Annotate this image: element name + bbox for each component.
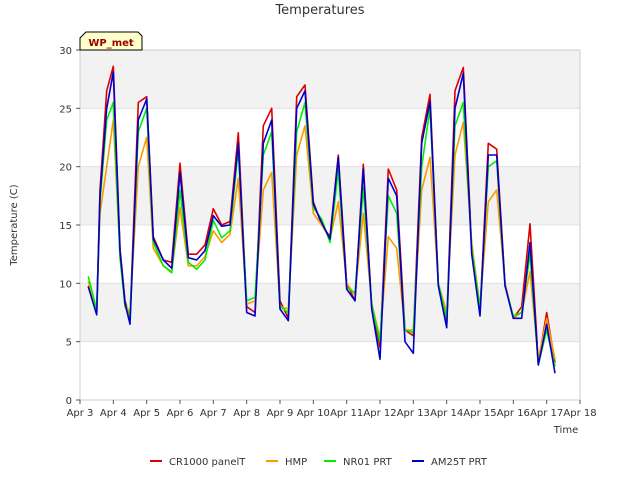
x-tick-label: Apr 4 bbox=[100, 408, 127, 419]
band-2 bbox=[80, 283, 580, 342]
x-axis-label: Time bbox=[553, 425, 578, 436]
x-tick-label: Apr 6 bbox=[167, 408, 194, 419]
x-tick-label: Apr 5 bbox=[133, 408, 160, 419]
y-axis-label: Temperature (C) bbox=[9, 184, 20, 266]
series-line-am25t-prt bbox=[87, 71, 556, 374]
y-tick-label: 15 bbox=[59, 221, 72, 232]
series-lines bbox=[87, 65, 556, 374]
x-tick-label: Apr 14 bbox=[430, 408, 463, 419]
band-1 bbox=[80, 166, 580, 225]
site-label-tag bbox=[79, 31, 143, 51]
band-0 bbox=[80, 50, 580, 109]
y-tick-label: 20 bbox=[59, 163, 72, 174]
x-tick-label: Apr 7 bbox=[200, 408, 227, 419]
site-label: WP_met bbox=[88, 38, 134, 49]
y-tick-label: 25 bbox=[59, 104, 72, 115]
x-tick-label: Apr 18 bbox=[563, 408, 596, 419]
x-tick-label: Apr 8 bbox=[233, 408, 260, 419]
y-tick-label: 10 bbox=[59, 279, 72, 290]
legend: CR1000 panelT HMP NR01 PRT AM25T PRT bbox=[150, 457, 488, 468]
x-tick-label: Apr 16 bbox=[497, 408, 530, 419]
x-tick-label: Apr 10 bbox=[297, 408, 330, 419]
y-tick-label: 30 bbox=[59, 46, 72, 57]
x-tick-label: Apr 9 bbox=[267, 408, 294, 419]
x-tick-label: Apr 17 bbox=[530, 408, 563, 419]
y-tick-label: 5 bbox=[66, 338, 72, 349]
y-tick-label: 0 bbox=[66, 396, 72, 407]
x-tick-label: Apr 13 bbox=[397, 408, 430, 419]
site-label-box: WP_met bbox=[79, 31, 143, 51]
legend-label: HMP bbox=[285, 457, 307, 468]
background-bands bbox=[80, 50, 580, 342]
y-axis-ticks: 0 5 10 15 20 25 30 bbox=[59, 46, 80, 407]
chart-title: Temperatures bbox=[274, 3, 364, 18]
x-tick-label: Apr 12 bbox=[363, 408, 396, 419]
x-tick-label: Apr 3 bbox=[67, 408, 94, 419]
x-tick-label: Apr 15 bbox=[463, 408, 496, 419]
x-tick-label: Apr 11 bbox=[330, 408, 363, 419]
legend-label: NR01 PRT bbox=[343, 457, 393, 468]
x-axis-ticks: Apr 3 Apr 4 Apr 5 Apr 6 Apr 7 Apr 8 Apr 9 Apr 1… bbox=[67, 400, 597, 419]
legend-label: CR1000 panelT bbox=[169, 457, 246, 468]
legend-label: AM25T PRT bbox=[431, 457, 488, 468]
